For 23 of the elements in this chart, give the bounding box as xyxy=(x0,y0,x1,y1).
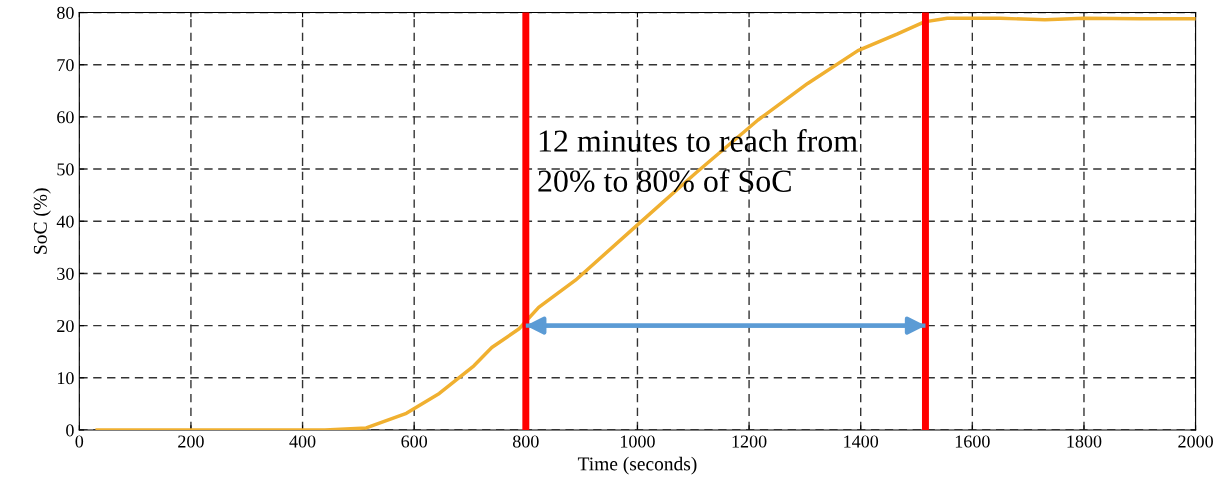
x-tick-label: 1800 xyxy=(1067,435,1102,448)
x-tick-label: 1200 xyxy=(732,435,767,448)
x-tick-label: 1000 xyxy=(620,435,655,448)
y-tick-label: 0 xyxy=(66,424,74,437)
y-tick-label: 10 xyxy=(57,372,74,385)
x-tick-label: 1600 xyxy=(955,435,990,448)
x-tick-label: 400 xyxy=(289,435,316,448)
x-tick-label: 0 xyxy=(75,435,84,448)
y-tick-label: 30 xyxy=(57,267,74,280)
y-tick-label: 80 xyxy=(57,6,74,19)
y-tick-label: 50 xyxy=(57,163,74,176)
y-tick-label: 40 xyxy=(56,215,74,228)
x-tick-label: 600 xyxy=(401,435,428,448)
y-tick-label: 20 xyxy=(57,319,74,333)
y-tick-label: 60 xyxy=(57,111,74,124)
x-tick-label: 2000 xyxy=(1178,435,1213,448)
line-series xyxy=(95,16,1196,430)
x-tick-label: 800 xyxy=(512,435,539,448)
x-tick-label: 1400 xyxy=(844,435,879,448)
x-axis-title: Time (seconds) xyxy=(577,456,697,475)
y-tick-label: 70 xyxy=(57,58,74,72)
x-tick-label: 200 xyxy=(178,435,204,448)
y-axis-title: SoC (%) xyxy=(33,188,51,254)
